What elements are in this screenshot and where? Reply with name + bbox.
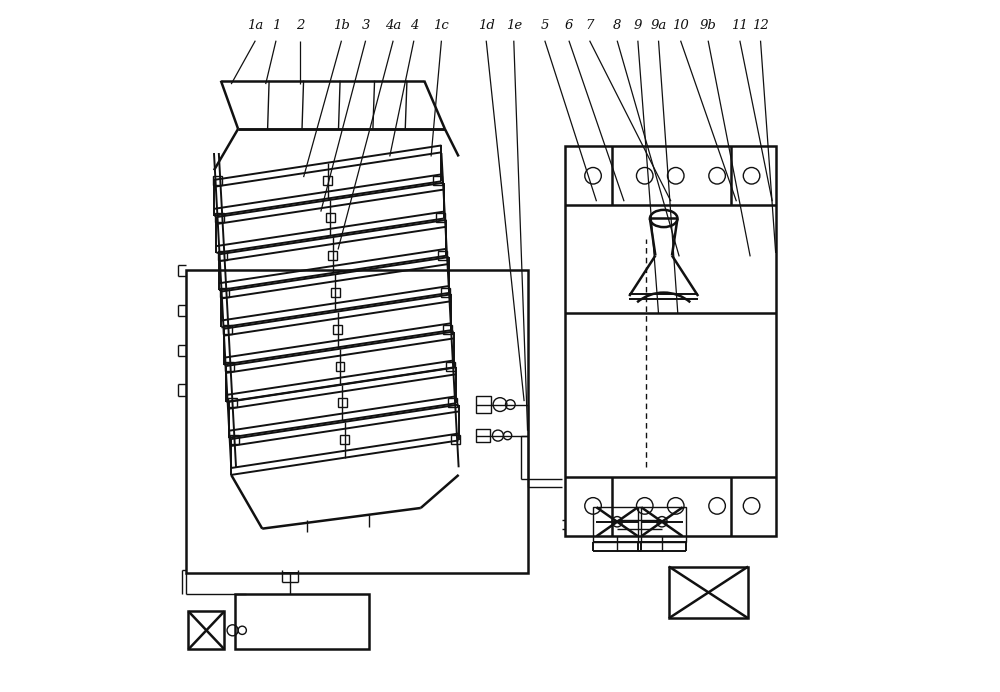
Bar bbox=[340, 435, 349, 444]
Text: 1: 1 bbox=[272, 19, 280, 32]
Bar bbox=[448, 398, 457, 407]
Bar bbox=[225, 362, 234, 371]
Bar bbox=[215, 213, 224, 222]
Bar bbox=[188, 611, 224, 649]
Text: 4: 4 bbox=[410, 19, 418, 32]
Bar bbox=[326, 213, 335, 222]
Bar bbox=[228, 398, 237, 407]
Text: 8: 8 bbox=[613, 19, 621, 32]
Bar bbox=[230, 435, 239, 444]
Text: 3: 3 bbox=[361, 19, 370, 32]
Bar bbox=[446, 362, 455, 371]
Bar bbox=[218, 251, 227, 260]
Bar bbox=[323, 176, 332, 185]
Text: 4a: 4a bbox=[385, 19, 401, 32]
Text: 1c: 1c bbox=[434, 19, 449, 32]
Bar bbox=[331, 288, 340, 297]
Text: 1b: 1b bbox=[333, 19, 350, 32]
Text: 2: 2 bbox=[296, 19, 304, 32]
Bar bbox=[438, 251, 447, 260]
Text: 1d: 1d bbox=[478, 19, 495, 32]
Text: 1e: 1e bbox=[506, 19, 522, 32]
Bar bbox=[565, 146, 776, 536]
Bar bbox=[436, 213, 445, 222]
Bar bbox=[593, 507, 641, 543]
Text: 9: 9 bbox=[634, 19, 642, 32]
Text: 6: 6 bbox=[565, 19, 573, 32]
Bar bbox=[433, 176, 442, 185]
Bar bbox=[336, 362, 344, 371]
Bar bbox=[476, 397, 491, 413]
Bar bbox=[333, 325, 342, 334]
Text: 12: 12 bbox=[752, 19, 769, 32]
Bar bbox=[220, 288, 229, 297]
Bar bbox=[223, 325, 232, 334]
Bar bbox=[235, 594, 369, 649]
Text: 9b: 9b bbox=[700, 19, 717, 32]
Text: 10: 10 bbox=[672, 19, 689, 32]
Text: 9a: 9a bbox=[650, 19, 667, 32]
Text: 7: 7 bbox=[585, 19, 594, 32]
Bar bbox=[476, 429, 490, 442]
Bar bbox=[186, 270, 528, 574]
Bar bbox=[338, 398, 347, 407]
Bar bbox=[638, 507, 686, 543]
Bar bbox=[451, 435, 460, 444]
Bar bbox=[669, 567, 748, 618]
Bar bbox=[328, 251, 337, 260]
Text: 1a: 1a bbox=[247, 19, 263, 32]
Bar bbox=[443, 325, 452, 334]
Text: 11: 11 bbox=[731, 19, 748, 32]
Text: 5: 5 bbox=[541, 19, 549, 32]
Bar bbox=[213, 176, 222, 185]
Bar bbox=[441, 288, 450, 297]
